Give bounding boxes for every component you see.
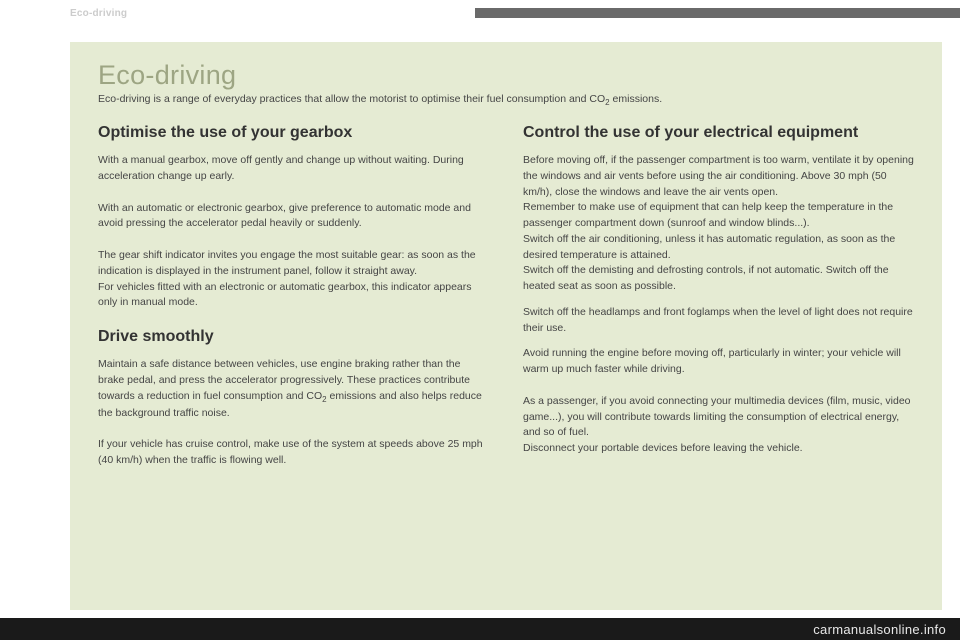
para: Avoid running the engine before moving o… [523, 346, 914, 378]
para: If your vehicle has cruise control, make… [98, 437, 489, 469]
page-header: Eco-driving [0, 0, 960, 26]
header-bar [475, 8, 960, 18]
content-panel: Eco-driving Eco-driving is a range of ev… [70, 42, 942, 610]
section-head-gearbox: Optimise the use of your gearbox [98, 123, 489, 143]
para: Maintain a safe distance between vehicle… [98, 357, 489, 421]
section-head-electrical: Control the use of your electrical equip… [523, 123, 914, 143]
para: The gear shift indicator invites you eng… [98, 248, 489, 311]
para: With an automatic or electronic gearbox,… [98, 201, 489, 233]
left-column: Optimise the use of your gearbox With a … [98, 123, 489, 469]
page-subtitle: Eco-driving is a range of everyday pract… [98, 93, 914, 107]
columns: Optimise the use of your gearbox With a … [98, 123, 914, 469]
section-label: Eco-driving [0, 8, 475, 19]
para: As a passenger, if you avoid connecting … [523, 394, 914, 457]
right-column: Control the use of your electrical equip… [523, 123, 914, 469]
para: With a manual gearbox, move off gently a… [98, 153, 489, 185]
subtitle-pre: Eco-driving is a range of everyday pract… [98, 93, 605, 105]
page-title: Eco-driving [98, 60, 914, 91]
para: Before moving off, if the passenger comp… [523, 153, 914, 295]
para: Switch off the headlamps and front fogla… [523, 305, 914, 337]
footer-bar: carmanualsonline.info [0, 618, 960, 640]
watermark: carmanualsonline.info [813, 622, 946, 637]
subtitle-post: emissions. [610, 93, 663, 105]
section-head-smooth: Drive smoothly [98, 327, 489, 347]
